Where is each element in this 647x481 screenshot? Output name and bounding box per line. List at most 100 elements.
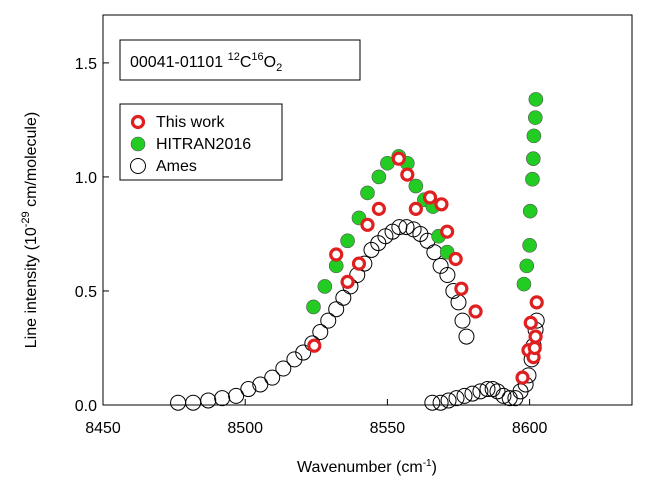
point [170,394,187,411]
point [264,369,281,386]
point [214,390,231,407]
point [495,387,512,404]
point [527,340,542,356]
point [464,385,481,402]
point [454,312,471,329]
point [228,387,245,404]
point [252,376,269,393]
point [512,383,529,400]
point [472,383,489,400]
annotation-sup: 16 [251,51,263,63]
point [307,338,322,353]
point [351,256,367,271]
legend-label: This work [156,114,225,131]
point [312,324,329,341]
legend-label: Ames [156,158,197,175]
point [432,394,449,411]
point [440,224,455,239]
x-label-text: ) [432,459,437,476]
y-label-text: Line intensity (10 [23,227,40,348]
y-tick-label: 0.5 [75,284,97,301]
point [320,312,337,329]
plot-frame [102,14,633,406]
point [456,387,473,404]
point [528,110,543,125]
point [525,171,540,187]
point [408,201,423,216]
point [434,197,449,212]
point [391,151,406,166]
point [439,267,456,283]
point [328,301,345,318]
point [454,281,469,296]
point [450,294,467,311]
y-axis-label: Line intensity (10-29 cm/molecule) [20,112,40,348]
point [528,329,543,344]
point [479,381,496,398]
point [522,203,538,219]
annotation-sub: 2 [276,62,282,74]
y-tick-label: 0.0 [75,398,97,415]
point [371,201,386,216]
point [360,185,375,201]
point [526,151,541,166]
point [489,383,506,400]
point [523,315,538,330]
annotation-text: O [264,54,276,71]
point [340,233,355,249]
point [522,238,537,253]
point [185,394,202,411]
y-tick-label: 1.5 [75,56,97,73]
x-tick-label: 8500 [227,420,263,437]
x-tick-label: 8550 [370,420,406,437]
legend-marker [130,114,146,130]
point [371,169,387,185]
x-tick-label: 8450 [85,420,121,437]
point [519,258,535,274]
annotation-box [119,39,361,81]
annotation-text: 00041-01101 [130,54,228,71]
y-label-text: cm/molecule) [23,112,40,212]
point [360,217,375,232]
point [363,241,380,258]
annotation-sup: 12 [228,51,240,63]
point [448,390,465,407]
point [400,167,415,182]
annotation: 00041-01101 12C16O2 [130,51,282,74]
point [275,360,292,377]
point [468,304,483,319]
legend-box [119,103,283,181]
x-tick-label: 8600 [512,420,548,437]
y-tick-label: 1.0 [75,170,97,187]
legend-marker [130,136,146,152]
annotation-text: C [240,54,252,71]
point [295,344,312,361]
point [306,299,321,315]
point [200,392,217,409]
point [422,190,438,205]
point [515,370,530,385]
point [340,274,355,289]
y-label-sup: -29 [20,211,32,227]
point [440,392,457,409]
point [329,247,344,262]
point [240,381,257,398]
x-label-sup: -1 [423,458,432,469]
point [529,295,544,310]
point [448,251,463,267]
point [335,289,352,306]
point [458,328,475,345]
legend-marker [130,158,146,174]
x-axis-label: Wavenumber (cm-1) [297,458,437,476]
point [398,219,415,236]
point [516,276,532,292]
point [426,244,443,261]
point [528,92,544,107]
point [424,394,441,411]
legend-label: HITRAN2016 [156,136,251,153]
point [286,351,303,368]
point [317,279,333,294]
point [408,178,424,194]
